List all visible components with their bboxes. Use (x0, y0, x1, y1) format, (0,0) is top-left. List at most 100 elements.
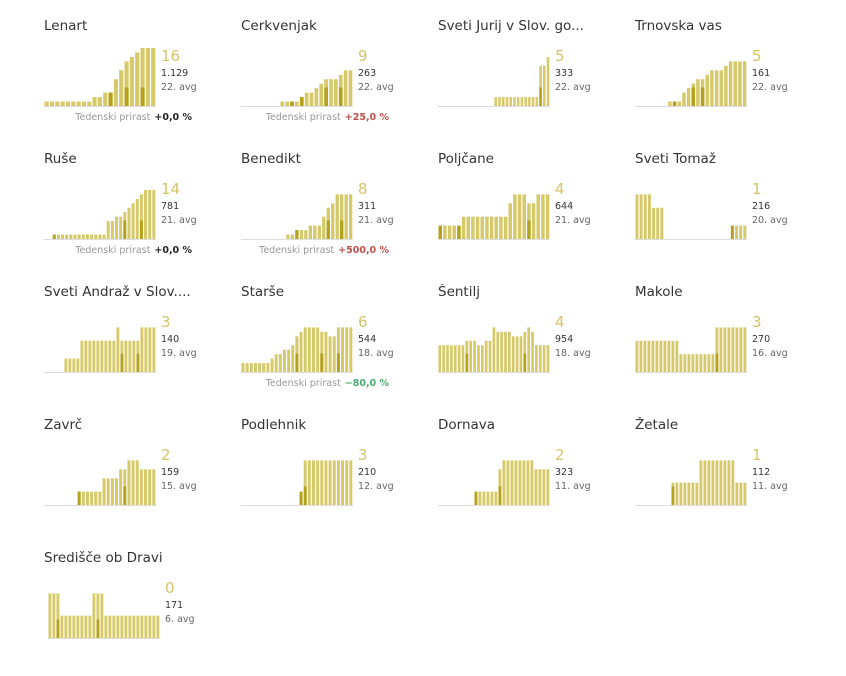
weekly-growth: Tedenski prirast +500,0 % (259, 245, 389, 256)
weekly-growth-value: +500,0 % (338, 245, 389, 256)
bar (659, 340, 663, 372)
bar (714, 70, 719, 106)
municipality-card[interactable]: Sveti Andraž v Slov.... 3 140 19. avg (44, 284, 234, 410)
municipality-card[interactable]: Sveti Jurij v Slov. go... 5 333 22. avg (438, 18, 628, 144)
avg-label: 19. avg (161, 348, 197, 359)
municipality-card[interactable]: Trnovska vas 5 161 22. avg (635, 18, 825, 144)
bar (345, 327, 349, 372)
bar (76, 615, 80, 638)
bar (116, 615, 120, 638)
avg-label: 18. avg (555, 348, 591, 359)
bar (140, 48, 145, 106)
bar (652, 207, 656, 239)
bar (461, 216, 466, 239)
bar (667, 340, 671, 372)
municipality-card[interactable]: Starše 6 544 18. avg Tedenski prirast −80,0 % (241, 284, 431, 410)
bar (152, 469, 156, 505)
municipality-card[interactable]: Središče ob Dravi 0 171 6. avg (44, 550, 234, 676)
avg-label: 11. avg (752, 481, 788, 492)
bar (739, 482, 743, 505)
bar (473, 340, 476, 372)
bar (324, 460, 328, 505)
municipality-card[interactable]: Zavrč 2 159 15. avg (44, 417, 234, 543)
bar (308, 225, 312, 239)
bar (135, 460, 139, 505)
bar (76, 101, 81, 106)
bar (52, 593, 56, 638)
bar (90, 491, 94, 505)
weekly-growth: Tedenski prirast +0,0 % (75, 112, 192, 123)
bar (48, 593, 52, 638)
bar (144, 189, 148, 239)
bar (635, 340, 639, 372)
municipality-card[interactable]: Ruše 14 781 21. avg Tedenski prirast +0,0 % (44, 151, 234, 277)
spark-chart (438, 460, 550, 506)
bar (286, 234, 290, 239)
bar (542, 345, 546, 372)
bar (486, 491, 490, 505)
bar (152, 189, 156, 239)
municipality-card[interactable]: Dornava 2 323 11. avg (438, 417, 628, 543)
bar (341, 460, 345, 505)
bar (635, 194, 639, 239)
bar-highlight (672, 101, 677, 106)
bar (96, 340, 100, 372)
bar (322, 216, 326, 239)
bar (152, 615, 156, 638)
bar (457, 345, 461, 372)
bar (679, 354, 683, 372)
bar (97, 97, 102, 106)
bar (522, 460, 526, 505)
municipality-card[interactable]: Podlehnik 3 210 12. avg (241, 417, 431, 543)
bar (340, 194, 344, 239)
bar (84, 340, 88, 372)
card-title: Šentilj (438, 284, 480, 300)
bar (447, 225, 452, 239)
bar (60, 615, 64, 638)
spark-chart (241, 327, 353, 373)
bar (503, 216, 508, 239)
total-count: 333 (555, 68, 574, 79)
municipality-card[interactable]: Žetale 1 112 11. avg (635, 417, 825, 543)
municipality-card[interactable]: Makole 3 270 16. avg (635, 284, 825, 410)
bar-highlight (438, 225, 442, 239)
bar (274, 354, 278, 372)
current-count: 9 (358, 47, 368, 65)
bar (331, 203, 335, 239)
bar (453, 345, 457, 372)
municipality-card[interactable]: Benedikt 8 311 21. avg Tedenski prirast +500,… (241, 151, 431, 277)
bar (520, 97, 524, 106)
bar (332, 460, 336, 505)
municipality-card[interactable]: Poljčane 4 644 21. avg (438, 151, 628, 277)
bar (501, 97, 505, 106)
card-title: Makole (635, 284, 683, 300)
card-title: Sveti Andraž v Slov.... (44, 284, 191, 300)
spark-chart (241, 70, 353, 107)
bar (513, 194, 517, 239)
bar (498, 97, 501, 106)
bar (76, 358, 80, 372)
bar-highlight (539, 87, 542, 106)
bar-highlight (457, 225, 461, 239)
bar (683, 482, 687, 505)
municipality-card[interactable]: Sveti Tomaž 1 216 20. avg (635, 151, 825, 277)
municipality-card[interactable]: Lenart 16 1.129 22. avg Tedenski prirast +0,0… (44, 18, 234, 144)
bar-highlight (96, 619, 100, 638)
bar (148, 469, 152, 505)
bar-highlight (691, 87, 695, 106)
current-count: 1 (752, 446, 762, 464)
avg-label: 12. avg (358, 481, 394, 492)
bar (127, 207, 131, 239)
bar (291, 345, 295, 372)
municipality-card[interactable]: Cerkvenjak 9 263 22. avg Tedenski prirast +25… (241, 18, 431, 144)
bar (711, 354, 715, 372)
current-count: 8 (358, 180, 368, 198)
municipality-card[interactable]: Šentilj 4 954 18. avg (438, 284, 628, 410)
bar (492, 327, 496, 372)
bar (84, 615, 88, 638)
current-count: 5 (555, 47, 565, 65)
bar-highlight (295, 230, 299, 239)
bar (145, 48, 150, 106)
spark-chart (635, 327, 747, 373)
bar (103, 92, 108, 106)
